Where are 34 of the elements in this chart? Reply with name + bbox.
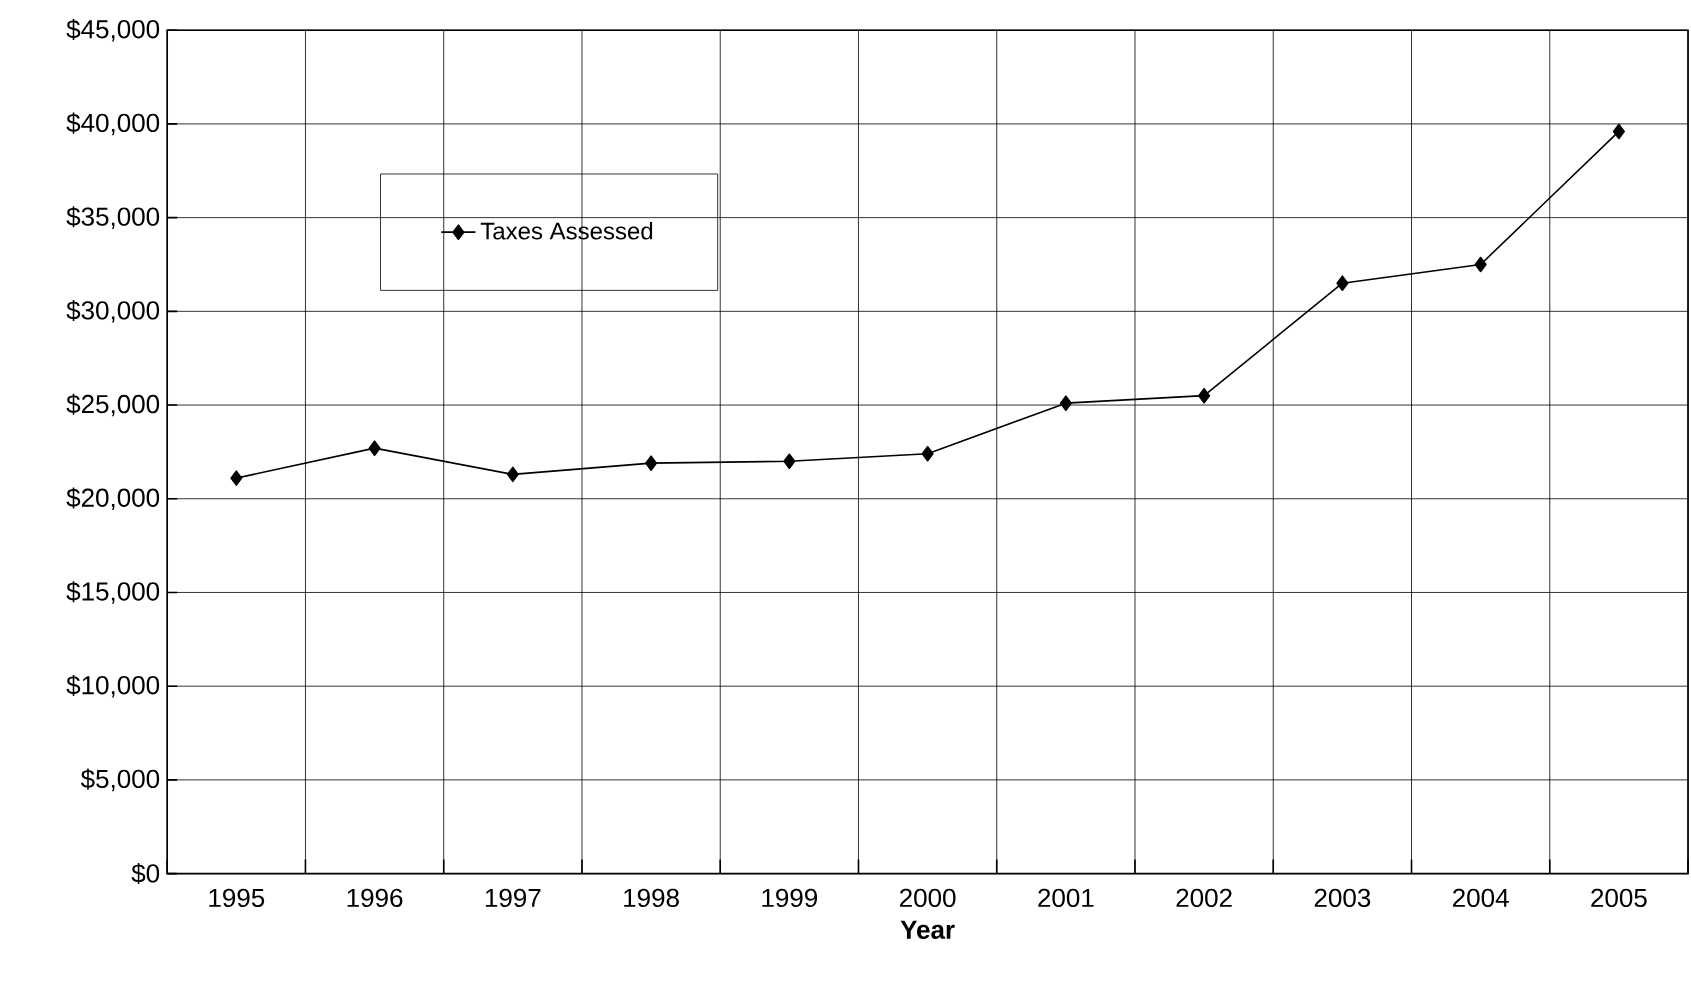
y-tick-label: $15,000 [66,581,160,604]
point [230,470,243,486]
x-tick-label: 1995 [209,888,265,908]
point [783,453,796,470]
y-tick-label: $45,000 [66,18,160,42]
x-tick-label: 2001 [1038,888,1094,908]
legend-label: Taxes Assessed [480,221,653,240]
point [1336,275,1349,292]
point [1059,395,1072,411]
point [506,466,519,483]
x-tick-label: 2000 [900,888,956,908]
y-tick-label: $40,000 [66,112,160,136]
x-tick-label: 1998 [624,888,679,908]
x-tick-label: 2003 [1314,888,1371,908]
point [1198,387,1211,404]
point [1474,256,1487,273]
y-tick-label: $35,000 [66,206,160,229]
x-tick-label: 2004 [1453,888,1509,908]
x-tick-label: 1996 [347,888,403,908]
point [921,445,934,462]
y-tick-label: $20,000 [66,487,160,511]
x-tick-label: 1999 [762,888,818,908]
x-tick-label: 1997 [485,888,541,908]
point [1612,123,1625,140]
x-tick-label: 2005 [1591,888,1647,908]
x-axis-title: Year [900,920,955,939]
x-tick-label: 2002 [1176,888,1232,908]
point [368,440,381,456]
y-tick-label: $30,000 [66,300,160,323]
y-tick-label: $5,000 [80,768,160,792]
y-tick-label: $25,000 [66,393,160,417]
y-tick-label: $0 [131,863,160,885]
y-tick-label: $10,000 [66,674,160,698]
point [645,455,658,471]
